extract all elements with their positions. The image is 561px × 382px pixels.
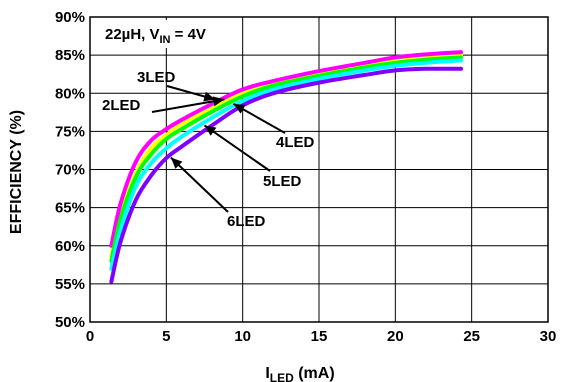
callout-arrowhead-2led [212,96,225,107]
series-curves [109,50,463,284]
y-tick-label: 75% [55,123,85,140]
y-tick-label: 80% [55,85,85,102]
x-tick-label: 30 [540,328,557,345]
callout-arrowhead-5led [204,125,217,136]
x-tick-label: 25 [463,328,480,345]
y-tick-label: 90% [55,9,85,26]
y-tick-label: 60% [55,238,85,255]
y-tick-label: 55% [55,276,85,293]
x-tick-label: 20 [387,328,404,345]
callout-arrowhead-6led [170,157,183,169]
series-line-5led [109,58,463,271]
y-tick-label: 65% [55,200,85,217]
series-labels: 3LED 2LED 4LED 5LED 6LED [102,69,315,230]
y-tick-label: 70% [55,162,85,179]
series-label-3led: 3LED [137,69,176,86]
condition-annotation-box: 22µH, VIN = 4V [101,20,241,48]
x-axis-label-main: I [265,365,269,382]
callout-line-6led [170,156,229,213]
x-tick-label: 10 [234,328,251,345]
x-tick-label: 0 [86,328,94,345]
series-label-2led: 2LED [102,97,141,114]
x-axis-label-subscript: LED [270,371,294,382]
callout-line-5led [203,124,271,172]
condition-annotation: 22µH, VIN = 4V [105,26,206,46]
y-tick-labels: 50% 55% 60% 65% 70% 75% 80% 85% 90% [55,9,85,331]
x-axis-label-tail: (mA) [294,365,335,382]
y-tick-label: 85% [55,47,85,64]
y-tick-label: 50% [55,314,85,331]
callout-arrowhead-4led [233,103,246,114]
x-axis-label: ILED (mA) [265,365,334,382]
series-label-5led: 5LED [263,173,302,190]
x-tick-labels: 0 5 10 15 20 25 30 [86,328,557,345]
plot-frame [89,16,549,323]
series-line-4led [109,55,463,263]
condition-annotation-tail: = 4V [171,26,206,43]
condition-annotation-main: 22µH, V [105,26,160,43]
series-line-6led [109,66,463,284]
x-tick-label: 15 [311,328,328,345]
grid [89,16,549,323]
series-label-6led: 6LED [227,213,266,230]
condition-annotation-subscript: IN [160,34,171,46]
y-axis-label: EFFICIENCY (%) [8,110,25,234]
series-label-4led: 4LED [276,134,315,151]
series-line-3led [109,50,463,248]
callout-arrowhead-3led [203,91,216,102]
x-tick-label: 5 [162,328,170,345]
callout-line-2led [151,98,225,113]
